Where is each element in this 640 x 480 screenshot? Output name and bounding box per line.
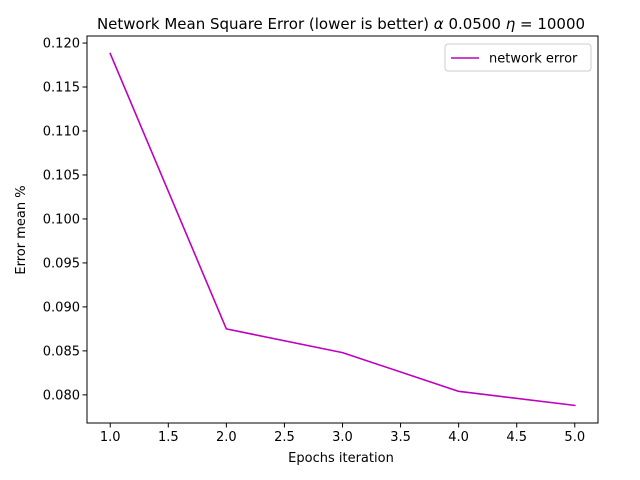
chart-title-eta-symbol: η (506, 15, 516, 33)
chart-title: Network Mean Square Error (lower is bett… (97, 15, 585, 33)
x-tick-label: 1.0 (100, 430, 121, 445)
x-tick-label: 3.5 (390, 430, 411, 445)
y-tick-label: 0.090 (43, 300, 80, 315)
x-tick-label: 2.0 (216, 430, 237, 445)
y-tick-label: 0.085 (43, 344, 80, 359)
x-tick-label: 5.0 (564, 430, 585, 445)
y-tick-label: 0.115 (43, 81, 80, 96)
x-tick-label: 1.5 (158, 430, 179, 445)
y-tick-label: 0.110 (43, 124, 80, 139)
plot-area: 1.0 1.5 2.0 2.5 3.0 3.5 4.0 4.5 5.0 0.080 0.085 0.0… (43, 35, 599, 445)
x-tick-label: 2.5 (274, 430, 295, 445)
y-tick-label: 0.095 (43, 256, 80, 271)
chart-title-eta-value: = 10000 (515, 15, 585, 33)
y-tick-label: 0.120 (43, 37, 80, 52)
y-tick-label: 0.080 (43, 388, 80, 403)
series-line-0 (109, 52, 576, 407)
y-tick-label: 0.105 (43, 168, 80, 183)
y-axis-title: Error mean % (14, 185, 29, 274)
y-tick-label: 0.100 (43, 212, 80, 227)
x-tick-label: 4.0 (448, 430, 469, 445)
x-tick-label: 3.0 (332, 430, 353, 445)
plot-frame (86, 35, 599, 424)
chart-title-prefix: Network Mean Square Error (lower is bett… (97, 15, 434, 33)
legend-box (444, 43, 592, 72)
x-tick-label: 4.5 (506, 430, 527, 445)
x-axis-title: Epochs iteration (288, 451, 394, 466)
chart-title-alpha-symbol: α (434, 15, 444, 33)
chart-title-alpha-value: 0.0500 (444, 15, 506, 33)
legend-label-0: network error (489, 52, 578, 67)
